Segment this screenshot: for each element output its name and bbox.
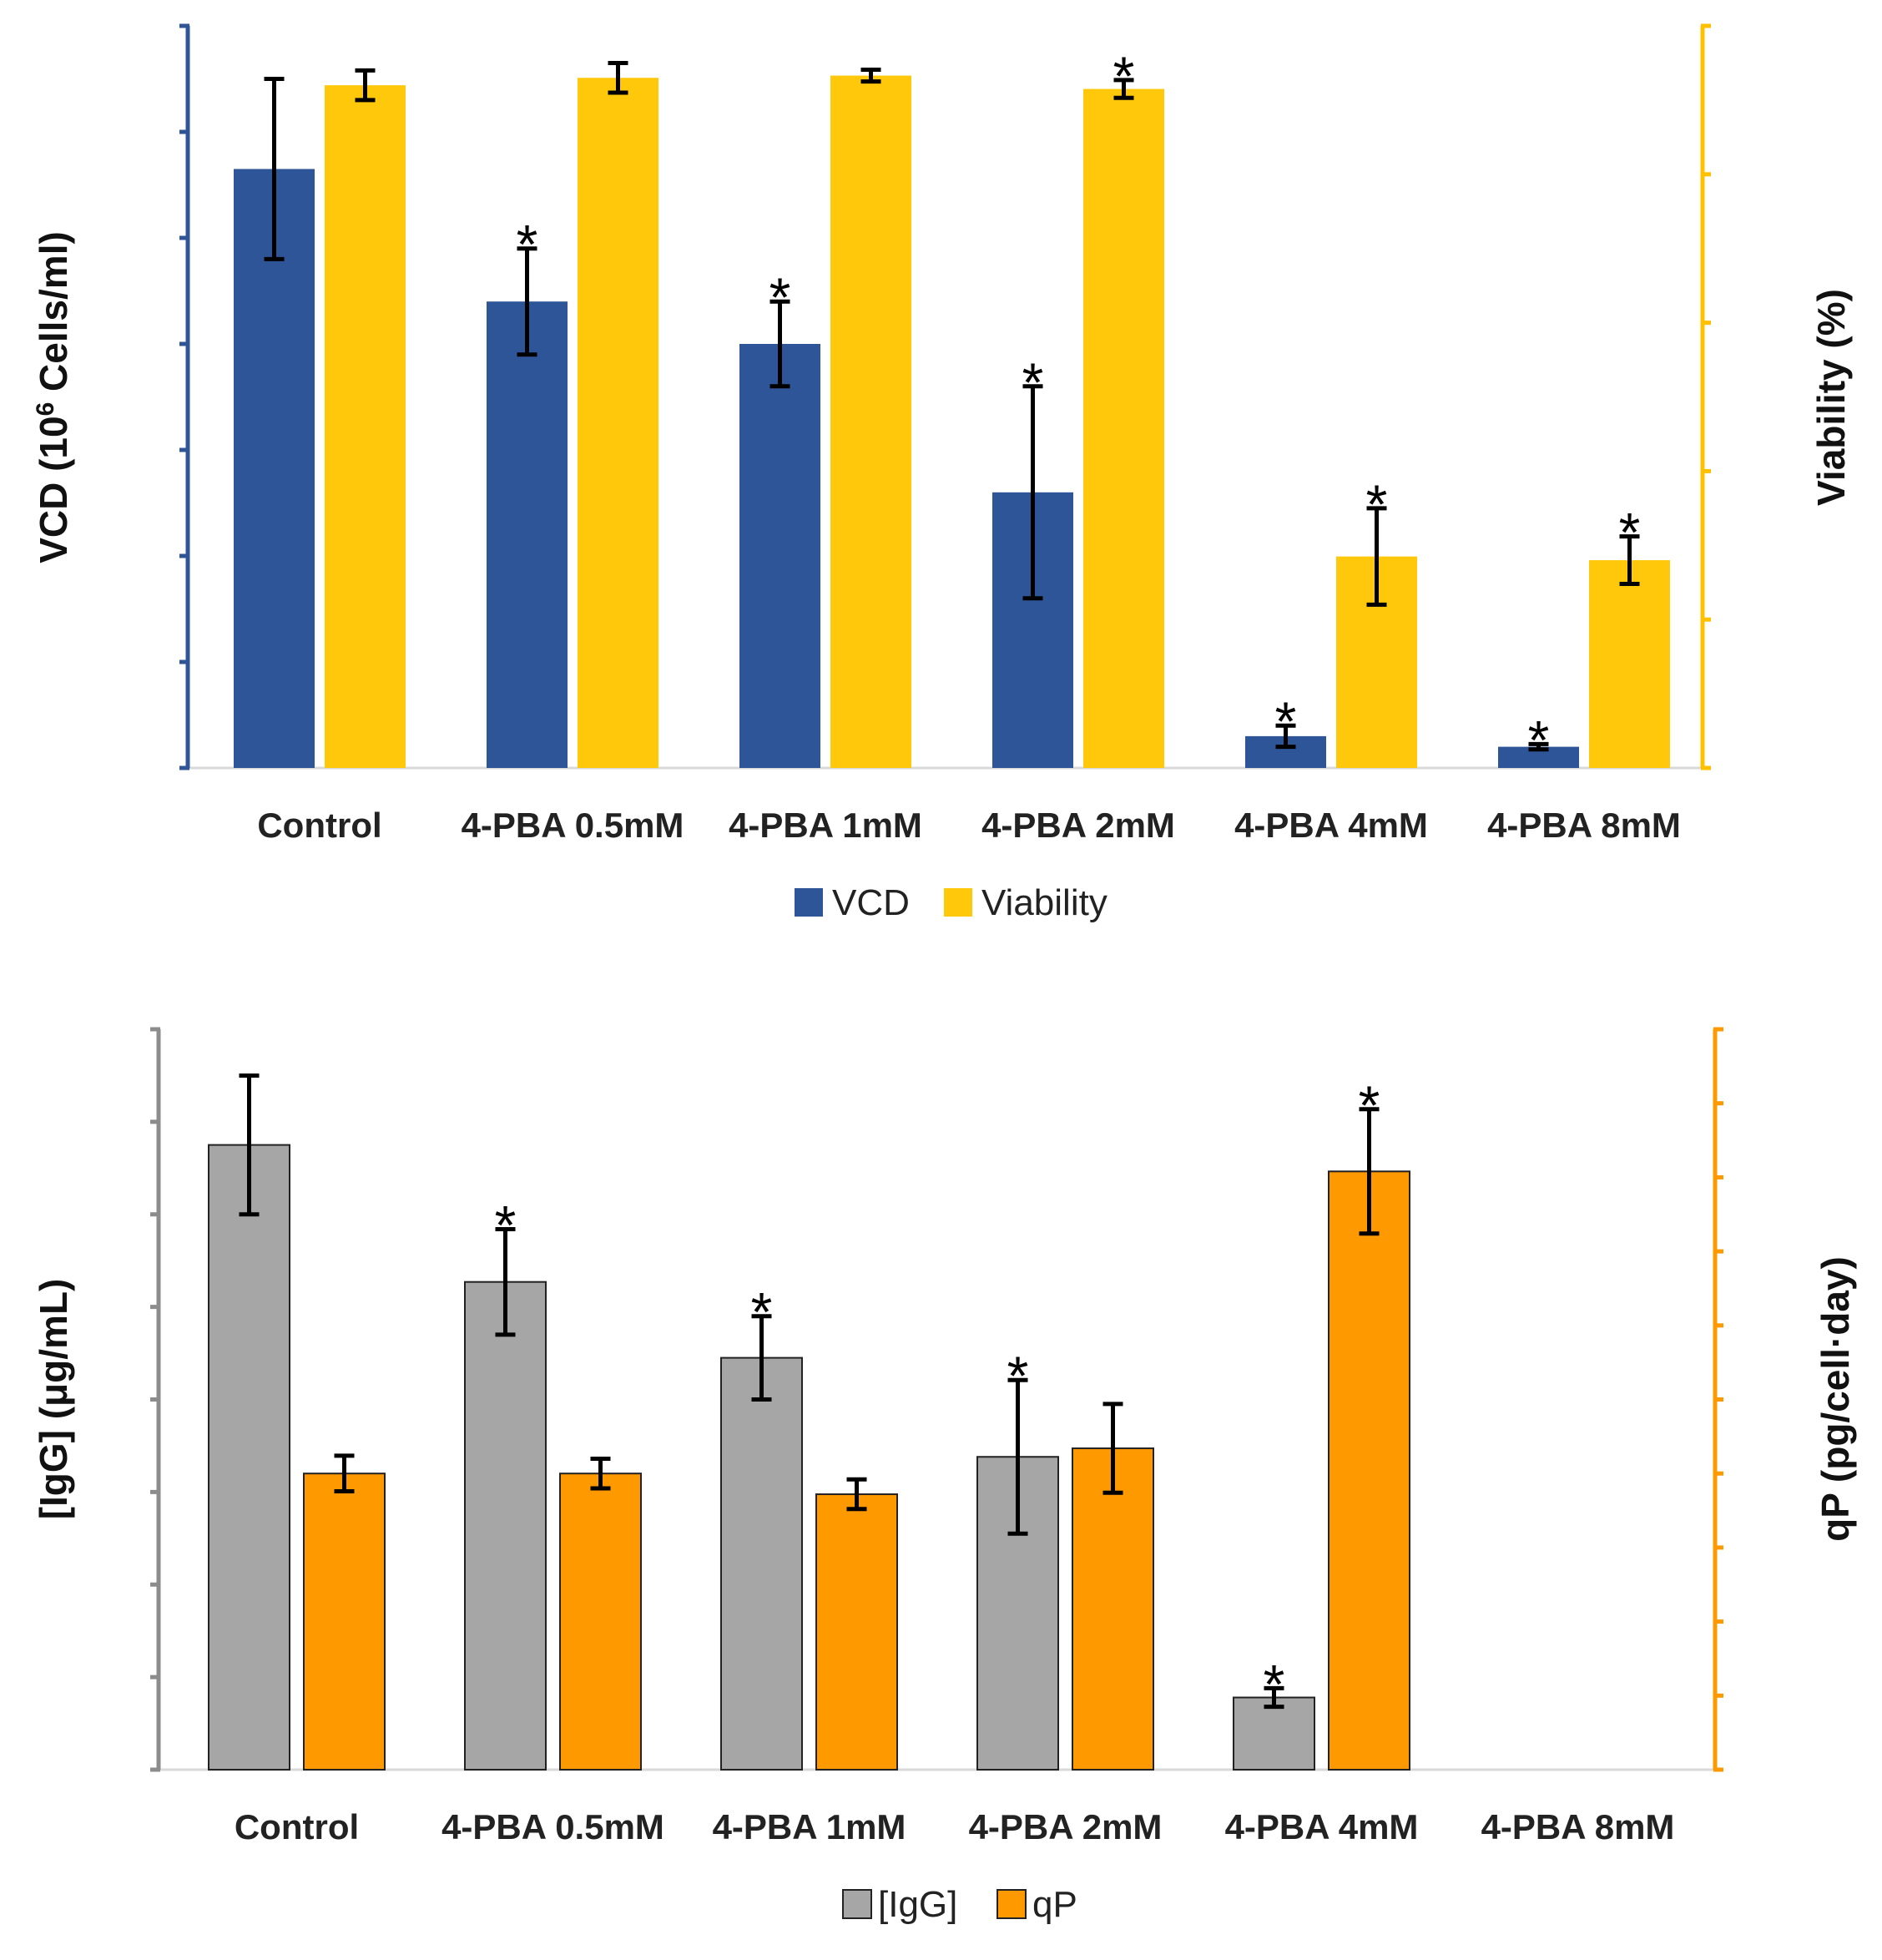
bar-qp xyxy=(303,1473,386,1771)
bar-viability xyxy=(830,75,911,769)
legend-label: VCD xyxy=(832,882,910,923)
category-label: 4-PBA 0.5mM xyxy=(441,1807,664,1846)
significance-star: * xyxy=(1007,1345,1029,1407)
bar-qp xyxy=(815,1493,898,1771)
legend-swatch xyxy=(944,888,972,917)
category-label: 4-PBA 1mM xyxy=(713,1807,906,1846)
significance-star: * xyxy=(1366,473,1388,535)
bar-viability xyxy=(1083,88,1164,768)
significance-star: * xyxy=(1113,45,1135,107)
legend-swatch xyxy=(842,1889,872,1919)
panel-a: VCD (106 Cells/ml) Viability (%) Control 4-… xyxy=(32,23,1853,923)
significance-star: * xyxy=(1275,690,1297,752)
left-axis-title-prefix: VCD (10 xyxy=(32,416,75,563)
bar-qp xyxy=(1328,1170,1410,1771)
bar-igg xyxy=(464,1281,547,1771)
bar-vcd xyxy=(487,301,568,768)
left-axis-title: VCD (106 Cells/ml) xyxy=(32,231,75,563)
bar-igg xyxy=(720,1356,803,1771)
significance-star: * xyxy=(517,214,538,275)
significance-star: * xyxy=(495,1194,517,1255)
bar-igg xyxy=(1233,1696,1315,1771)
significance-star: * xyxy=(1619,502,1641,563)
significance-star: * xyxy=(769,266,791,328)
legend-swatch xyxy=(997,1889,1027,1919)
category-label: Control xyxy=(235,1807,359,1846)
category-label: 4-PBA 2mM xyxy=(981,806,1175,845)
bar-igg xyxy=(208,1144,290,1771)
left-axis-title: [IgG] (μg/mL) xyxy=(32,1279,75,1520)
bar-qp xyxy=(1072,1447,1154,1771)
category-label: 4-PBA 2mM xyxy=(969,1807,1163,1846)
legend-label: [IgG] xyxy=(878,1884,957,1925)
bar-viability xyxy=(1589,560,1670,768)
category-label: 4-PBA 8mM xyxy=(1487,806,1681,845)
category-label: 4-PBA 8mM xyxy=(1481,1807,1675,1846)
panel-b: [IgG] (μg/mL) qP (pg/cell·day) Control 4-PB… xyxy=(32,1027,1857,1925)
category-label: 4-PBA 4mM xyxy=(1225,1807,1419,1846)
category-label: 4-PBA 4mM xyxy=(1234,806,1428,845)
significance-star: * xyxy=(1528,709,1550,770)
significance-star: * xyxy=(1022,351,1044,413)
category-label: 4-PBA 0.5mM xyxy=(462,806,684,845)
legend-swatch xyxy=(795,888,823,917)
significance-star: * xyxy=(1359,1074,1380,1136)
bar-vcd xyxy=(234,169,315,768)
significance-star: * xyxy=(751,1281,773,1343)
bar-vcd xyxy=(739,344,820,768)
legend-label: qP xyxy=(1032,1884,1077,1925)
category-label: 4-PBA 1mM xyxy=(729,806,922,845)
category-label: Control xyxy=(257,806,381,845)
right-axis-title: qP (pg/cell·day) xyxy=(1814,1256,1857,1542)
right-axis-title: Viability (%) xyxy=(1809,289,1853,506)
left-axis-title-suffix: Cells/ml) xyxy=(32,231,75,402)
bar-viability xyxy=(325,85,406,769)
legend-label: Viability xyxy=(981,882,1108,923)
significance-star: * xyxy=(1264,1653,1285,1715)
bar-qp xyxy=(559,1473,642,1771)
left-axis-title-sup: 6 xyxy=(32,402,59,417)
bar-viability xyxy=(578,78,658,769)
